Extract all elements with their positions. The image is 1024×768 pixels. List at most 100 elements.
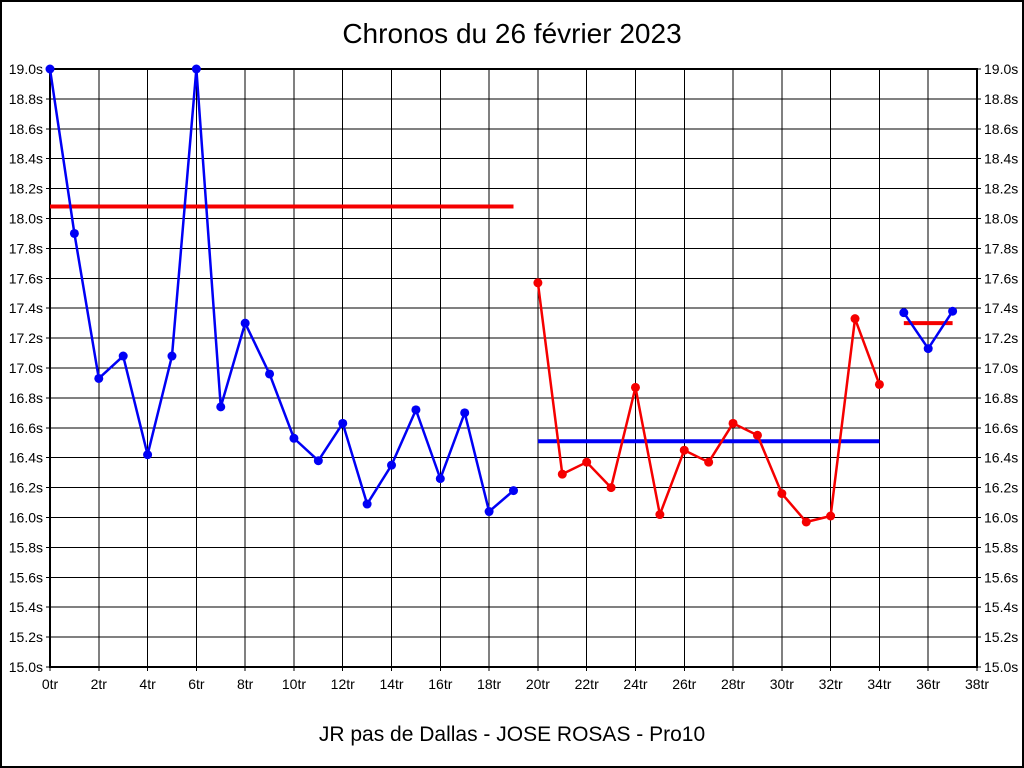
x-axis-label: 28tr	[721, 676, 745, 692]
x-axis-label: 0tr	[42, 676, 59, 692]
data-point-run-2-red	[704, 457, 714, 467]
y-axis-label-right: 18.0s	[984, 211, 1018, 227]
y-axis-label-right: 18.2s	[984, 181, 1018, 197]
x-axis-label: 24tr	[623, 676, 647, 692]
y-axis-label-right: 18.4s	[984, 151, 1018, 167]
data-point-run-1-blue	[362, 499, 372, 509]
data-point-run-2-red	[777, 489, 787, 499]
data-point-run-1-blue	[216, 402, 226, 412]
x-axis-label: 16tr	[428, 676, 452, 692]
data-point-run-1-blue	[509, 486, 518, 496]
data-point-run-1-blue	[460, 408, 470, 418]
y-axis-label-left: 15.2s	[9, 629, 43, 645]
y-axis-label-left: 17.6s	[9, 270, 43, 286]
data-point-run-1-blue	[45, 64, 55, 74]
x-axis-label: 34tr	[867, 676, 891, 692]
x-axis-label: 6tr	[188, 676, 205, 692]
y-axis-label-right: 18.6s	[984, 121, 1018, 137]
x-axis-label: 14tr	[379, 676, 403, 692]
data-point-run-2-red	[679, 445, 689, 455]
y-axis-label-left: 17.2s	[9, 330, 43, 346]
y-axis-label-right: 16.8s	[984, 390, 1018, 406]
data-point-run-1-blue	[387, 460, 397, 470]
data-point-run-1-blue	[313, 456, 323, 466]
y-axis-label-left: 16.4s	[9, 450, 43, 466]
y-axis-label-right: 16.0s	[984, 510, 1018, 526]
series-line-run-2-red	[536, 282, 881, 524]
data-point-run-1-blue	[240, 318, 250, 328]
data-point-run-1-blue	[143, 450, 153, 460]
x-axis-label: 30tr	[770, 676, 794, 692]
x-axis-label: 22tr	[575, 676, 599, 692]
data-point-run-1-blue	[191, 64, 201, 74]
y-axis-label-right: 16.6s	[984, 420, 1018, 436]
data-point-run-2-red	[728, 418, 738, 428]
y-axis-label-left: 16.6s	[9, 420, 43, 436]
data-point-run-1-blue	[338, 418, 348, 428]
x-axis-label: 36tr	[916, 676, 940, 692]
y-axis-label-left: 16.8s	[9, 390, 43, 406]
data-point-run-1-blue	[289, 433, 299, 443]
data-point-run-1-blue	[411, 405, 421, 415]
data-point-run-1-blue	[94, 373, 104, 383]
x-axis-label: 26tr	[672, 676, 696, 692]
x-axis-label: 20tr	[526, 676, 550, 692]
x-axis-label: 2tr	[91, 676, 108, 692]
x-axis-label: 12tr	[331, 676, 355, 692]
y-axis-label-left: 18.6s	[9, 121, 43, 137]
data-point-run-2-red	[752, 430, 762, 440]
y-axis-label-right: 17.6s	[984, 270, 1018, 286]
chart-title: Chronos du 26 février 2023	[342, 18, 682, 49]
y-axis-label-left: 17.8s	[9, 240, 43, 256]
data-point-run-2-red	[874, 379, 884, 389]
y-axis-label-right: 18.8s	[984, 91, 1018, 107]
y-axis-label-right: 15.4s	[984, 599, 1018, 615]
data-point-run-1-blue	[118, 351, 128, 361]
data-point-run-2-red	[630, 382, 640, 392]
y-axis-label-right: 19.0s	[984, 61, 1018, 77]
data-point-run-2-red	[850, 314, 860, 324]
x-axis-label: 8tr	[237, 676, 254, 692]
y-axis-label-right: 15.6s	[984, 569, 1018, 585]
x-axis-label: 18tr	[477, 676, 501, 692]
data-point-run-2-red	[801, 517, 811, 527]
y-axis-label-left: 16.0s	[9, 510, 43, 526]
x-axis-label: 38tr	[965, 676, 989, 692]
y-axis-label-left: 18.8s	[9, 91, 43, 107]
y-axis-label-right: 17.2s	[984, 330, 1018, 346]
y-axis-label-left: 18.0s	[9, 211, 43, 227]
data-point-run-2-red	[557, 469, 567, 479]
x-axis-label: 4tr	[139, 676, 156, 692]
data-point-run-1-blue	[69, 228, 79, 238]
y-axis-label-left: 16.2s	[9, 480, 43, 496]
data-point-run-1-blue	[484, 507, 494, 517]
y-axis-label-right: 17.4s	[984, 300, 1018, 316]
y-axis-label-right: 17.0s	[984, 360, 1018, 376]
data-point-run-3-blue	[948, 306, 958, 316]
series-line-run-1-blue	[48, 67, 515, 513]
y-axis-label-left: 18.2s	[9, 181, 43, 197]
data-point-run-3-blue	[899, 308, 909, 318]
data-point-run-1-blue	[435, 474, 445, 484]
y-axis-label-left: 18.4s	[9, 151, 43, 167]
y-axis-label-right: 16.2s	[984, 480, 1018, 496]
y-axis-label-right: 15.2s	[984, 629, 1018, 645]
x-axis-label: 32tr	[819, 676, 843, 692]
y-axis-label-right: 16.4s	[984, 450, 1018, 466]
data-point-run-2-red	[533, 278, 543, 288]
y-axis-label-left: 17.4s	[9, 300, 43, 316]
plot-border	[49, 68, 978, 668]
data-point-run-2-red	[582, 457, 592, 467]
y-axis-label-left: 15.0s	[9, 659, 43, 675]
data-point-run-1-blue	[167, 351, 177, 361]
x-axis-label: 10tr	[282, 676, 306, 692]
y-axis-label-right: 15.0s	[984, 659, 1018, 675]
y-axis-label-left: 17.0s	[9, 360, 43, 376]
y-axis-label-left: 15.4s	[9, 599, 43, 615]
y-axis-label-right: 15.8s	[984, 539, 1018, 555]
chart-footer: JR pas de Dallas - JOSE ROSAS - Pro10	[318, 723, 706, 746]
y-axis-label-left: 15.8s	[9, 539, 43, 555]
data-point-run-2-red	[826, 511, 836, 521]
